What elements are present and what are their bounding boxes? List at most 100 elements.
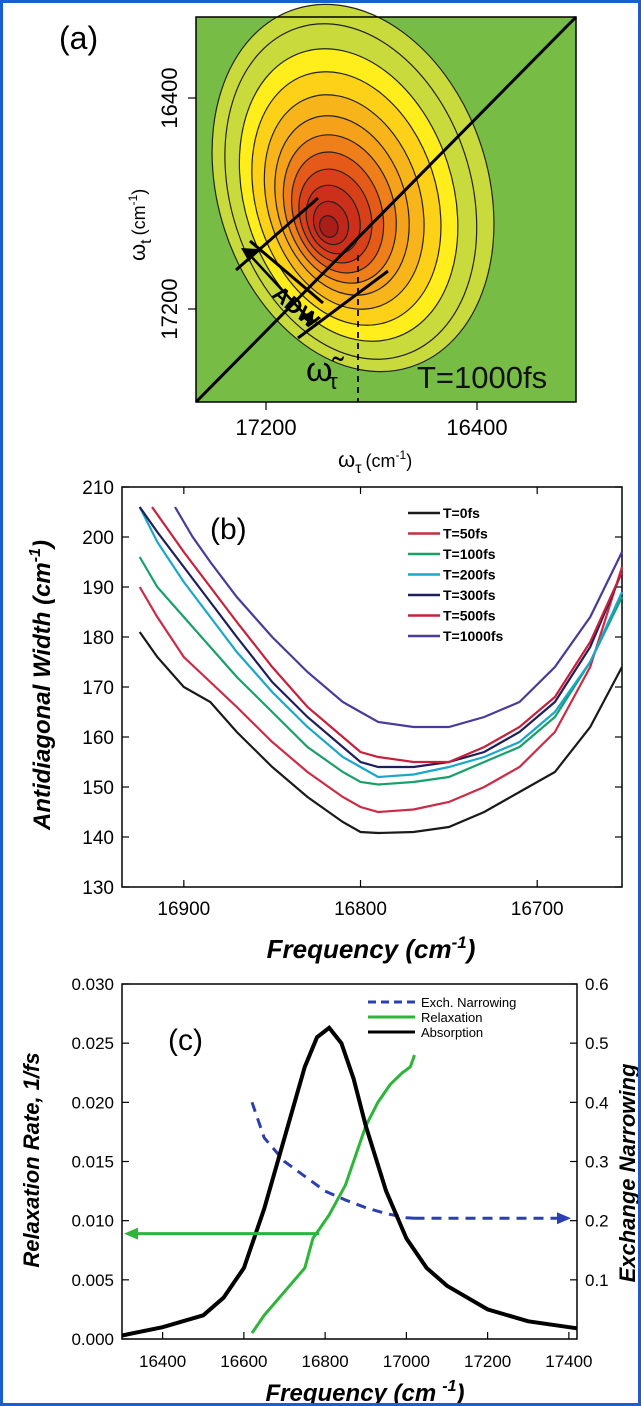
c-ylabel-left: Relaxation Rate, 1/fs (19, 1052, 44, 1267)
b-series-line (138, 506, 624, 779)
b-ylabel-exp: -1 (27, 548, 44, 562)
c-xtick-label: 16400 (139, 1352, 186, 1371)
panel-b-ticks: 130 140 150 160 170 180 190 200 210 16900 16800 167… (82, 478, 622, 920)
c-xtick-label: 16600 (220, 1352, 267, 1371)
b-ytick-label: 150 (82, 778, 114, 799)
c-xlabel: Frequency (cm -1) (266, 1378, 465, 1403)
b-ylabel-close: ) (29, 540, 56, 551)
contour-group (211, 3, 495, 373)
adw-arrowhead-bottom (300, 311, 314, 325)
c-xtick-label: 17400 (545, 1352, 592, 1371)
b-series-line (138, 556, 623, 786)
c-ytick-left-label: 0.015 (71, 1153, 114, 1172)
c-xlabel-text: Frequency (cm (266, 1380, 437, 1403)
panel-c: 0.000 0.005 0.010 0.015 0.020 0.025 0.030 0.1 0.… (19, 975, 638, 1403)
a-xtick-label-2: 16400 (446, 415, 507, 440)
b-ytick-label: 180 (82, 628, 114, 649)
c-ytick-left-label: 0.030 (71, 975, 114, 994)
panel-b-series (138, 506, 624, 835)
c-ytick-right-label: 0.4 (585, 1093, 609, 1112)
a-xlabel-exp: -1 (396, 448, 407, 462)
a-ylabel-sub: t (138, 239, 155, 244)
a-xlabel-unit: (cm (366, 451, 396, 471)
b-xtick-label: 16900 (157, 899, 210, 920)
b-series-line (138, 631, 623, 835)
b-xlabel-exp: -1 (452, 933, 467, 952)
figure-svg: (a) ADW ω̃ τ T=1000fs 17200 16400 16400 … (19, 3, 638, 1403)
omega-tilde-subscript: τ (329, 369, 338, 394)
c-ytick-right-label: 0.3 (585, 1153, 609, 1172)
b-series-line (174, 506, 623, 729)
b-ytick-label: 190 (82, 578, 114, 599)
a-ytick-label-2: 17200 (157, 278, 182, 339)
a-xlabel-close: ) (406, 451, 412, 471)
c-ytick-left-label: 0.025 (71, 1034, 114, 1053)
c-xtick-label: 17000 (383, 1352, 430, 1371)
b-ytick-label: 140 (82, 828, 114, 849)
a-xlabel-base: ω (338, 447, 355, 472)
panel-c-ticks: 0.000 0.005 0.010 0.015 0.020 0.025 0.030 0.1 0.… (71, 975, 608, 1371)
b-xtick-label: 16800 (334, 899, 387, 920)
b-xlabel-close: ) (464, 934, 476, 964)
b-legend-label: T=0fs (443, 505, 480, 521)
panel-c-label: (c) (168, 1024, 203, 1057)
c-left-arrowhead (124, 1227, 138, 1240)
a-ylabel-unit: (cm (129, 205, 149, 235)
adw-antidiagonal-line (249, 239, 324, 305)
b-ytick-label: 160 (82, 728, 114, 749)
b-ylabel: Antidiagonal Width (cm-1) (27, 540, 56, 831)
c-xtick-label: 17200 (464, 1352, 511, 1371)
diagonal-line (194, 15, 578, 404)
contour-ring (318, 215, 339, 238)
adw-arrow-bottom (297, 269, 389, 340)
b-xlabel-text: Frequency (cm (267, 934, 452, 964)
c-ytick-right-label: 0.1 (585, 1271, 609, 1290)
b-legend-label: T=500fs (443, 608, 496, 624)
c-right-arrowhead (557, 1212, 571, 1225)
b-legend-label: T=200fs (443, 567, 496, 583)
c-series-line (250, 1054, 416, 1334)
b-ytick-label: 170 (82, 678, 114, 699)
a-ylabel: ωt (cm-1) (125, 189, 155, 261)
panel-a: (a) ADW ω̃ τ T=1000fs 17200 16400 16400 … (59, 3, 578, 477)
panel-a-label: (a) (59, 20, 98, 56)
a-xlabel: ωτ (cm-1) (338, 447, 412, 477)
b-series-line (151, 506, 624, 764)
panel-b-frame (121, 486, 623, 888)
c-series-line (121, 1025, 578, 1338)
panel-c-series (121, 1025, 578, 1338)
c-ylabel-right: Exchange Narrowing (615, 1063, 638, 1282)
a-ylabel-close: ) (129, 189, 149, 195)
c-ytick-right-label: 0.2 (585, 1212, 609, 1231)
a-ylabel-base: ω (125, 244, 150, 261)
c-legend-label: Relaxation (421, 1010, 482, 1025)
b-legend-label: T=300fs (443, 587, 496, 603)
panel-b: 130 140 150 160 170 180 190 200 210 16900 16800 167… (27, 478, 624, 964)
panel-b-label: (b) (210, 513, 247, 546)
b-xtick-label: 16700 (511, 899, 564, 920)
b-series-line (138, 566, 624, 814)
c-xlabel-close: ) (453, 1380, 464, 1403)
b-series-line (138, 506, 624, 769)
b-ytick-label: 210 (82, 478, 114, 499)
b-legend-label: T=100fs (443, 546, 496, 562)
a-ylabel-exp: -1 (126, 194, 140, 205)
a-xtick-label-1: 17200 (235, 415, 296, 440)
adw-arrowhead-top (241, 248, 258, 262)
c-xtick-label: 16800 (301, 1352, 348, 1371)
b-ylabel-text: Antidiagonal Width (cm (29, 562, 56, 831)
a-xlabel-sub: τ (355, 460, 362, 477)
c-legend-label: Exch. Narrowing (421, 995, 516, 1010)
c-ytick-left-label: 0.000 (71, 1330, 114, 1349)
panel-b-legend: T=0fs T=50fs T=100fs T=200fs T=300fs T=500fs T… (408, 505, 504, 644)
adw-measure-line (247, 252, 309, 319)
b-ytick-label: 130 (82, 878, 114, 899)
c-xlabel-exp: -1 (442, 1378, 456, 1395)
b-legend-label: T=50fs (443, 526, 488, 542)
b-ytick-label: 200 (82, 528, 114, 549)
b-legend-label: T=1000fs (443, 628, 504, 644)
c-ytick-left-label: 0.005 (71, 1271, 114, 1290)
c-ytick-right-label: 0.5 (585, 1034, 609, 1053)
